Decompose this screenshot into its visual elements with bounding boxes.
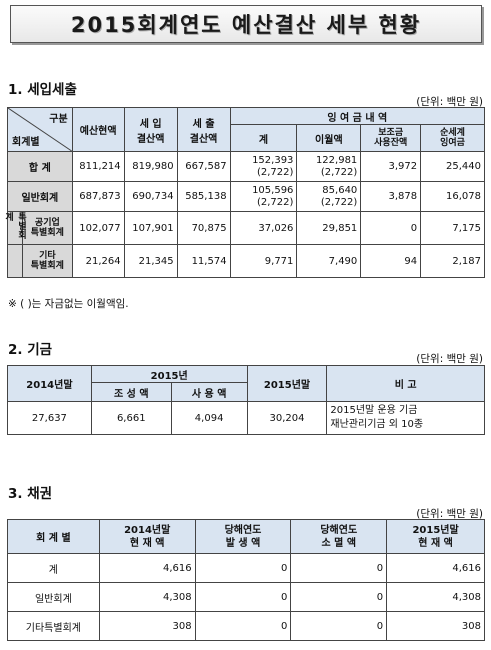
cell-carry: 29,851 (296, 211, 362, 245)
special-group-label: 특별회계 (3, 212, 26, 244)
bond-table: 회 계 별 2014년말 현 재 액 당해연도 발 생 액 당해연도 소 멸 액… (7, 519, 485, 641)
cell-revenue: 107,901 (123, 211, 178, 245)
cell-carry: 122,981 (2,722) (296, 151, 362, 182)
cell-carry: 7,490 (296, 244, 362, 278)
cell-occur: 0 (194, 553, 292, 583)
table-row: 일반회계 4,308 0 0 4,308 (7, 582, 485, 612)
header-account: 회계별 (12, 137, 40, 148)
cell-expense: 11,574 (176, 244, 231, 278)
header-occur: 당해연도 발 생 액 (194, 519, 292, 554)
table-row: 기타특별회계 308 0 0 308 (7, 611, 485, 641)
cell-budget: 21,264 (71, 244, 125, 278)
header-remark: 비 고 (326, 365, 485, 402)
cell-2015: 30,204 (246, 401, 328, 435)
cell-2014: 27,637 (7, 401, 92, 435)
header-2014: 2014년말 현 재 액 (98, 519, 196, 554)
header-revenue: 세 입 결산액 (123, 107, 178, 152)
section3-heading: 3. 채권 (8, 486, 53, 502)
cell-net: 2,187 (420, 244, 485, 278)
section2-heading: 2. 기금 (8, 342, 53, 358)
cell-extinct: 0 (290, 582, 388, 612)
cell-occur: 0 (194, 611, 292, 641)
fund-table: 2014년말 2015년 2015년말 비 고 조 성 액 사 용 액 27,6… (7, 365, 485, 435)
header-create: 조 성 액 (90, 382, 172, 402)
cell-revenue: 690,734 (123, 181, 178, 212)
section3-unit: (단위: 백만 원) (416, 508, 483, 520)
row-label: 기타특별회계 (7, 611, 100, 641)
cell-expense: 585,138 (176, 181, 231, 212)
cell-subsidy: 94 (360, 244, 422, 278)
header-use: 사 용 액 (170, 382, 248, 402)
table-row: 기타 특별회계 21,264 21,345 11,574 9,771 7,490… (7, 244, 485, 278)
header-diagonal-cell: 구분 회계별 (7, 107, 73, 152)
header-2015-end: 2015년말 (246, 365, 328, 402)
section1-note: ※ ( )는 자금없는 이월액임. (8, 298, 129, 310)
cell-subsidy: 3,972 (360, 151, 422, 182)
special-group-spacer (8, 245, 23, 277)
header-category: 구분 (49, 114, 68, 125)
cell-extinct: 0 (290, 553, 388, 583)
row-label: 일반회계 (7, 181, 73, 212)
table-row: 계 4,616 0 0 4,616 (7, 553, 485, 583)
table-row: 특별회계 공기업 특별회계 102,077 107,901 70,875 37,… (3, 211, 485, 245)
cell-create: 6,661 (90, 401, 172, 435)
header-2015: 2015년말 현 재 액 (386, 519, 485, 554)
row-label-special: 기타 특별회계 (7, 244, 73, 278)
cell-total: 152,393 (2,722) (229, 151, 298, 182)
header-expense: 세 출 결산액 (176, 107, 231, 152)
cell-subsidy: 0 (360, 211, 422, 245)
section1-unit: (단위: 백만 원) (416, 96, 483, 108)
header-account: 회 계 별 (7, 519, 100, 554)
table-row: 합 계 811,214 819,980 667,587 152,393 (2,72… (7, 151, 485, 182)
cell-2014: 4,308 (98, 582, 196, 612)
header-subsidy: 보조금 사용잔액 (360, 124, 422, 152)
header-budget: 예산현액 (71, 107, 125, 152)
row-label-special: 특별회계 공기업 특별회계 (3, 211, 73, 245)
title-box: 2015회계연도 예산결산 세부 현황 (10, 5, 482, 43)
header-carryover: 이월액 (296, 124, 362, 152)
cell-occur: 0 (194, 582, 292, 612)
table-row: 일반회계 687,873 690,734 585,138 105,596 (2,7… (7, 181, 485, 212)
cell-net: 7,175 (420, 211, 485, 245)
cell-net: 25,440 (420, 151, 485, 182)
cell-budget: 687,873 (71, 181, 125, 212)
row-label: 일반회계 (7, 582, 100, 612)
cell-2014: 308 (98, 611, 196, 641)
header-net-surplus: 순세계 잉여금 (420, 124, 485, 152)
table-row: 27,637 6,661 4,094 30,204 2015년말 운용 기금 재난… (7, 401, 485, 435)
cell-2015: 308 (386, 611, 485, 641)
cell-carry: 85,640 (2,722) (296, 181, 362, 212)
page-title: 2015회계연도 예산결산 세부 현황 (70, 13, 422, 37)
row-label: 계 (7, 553, 100, 583)
revenue-expense-table: 구분 회계별 예산현액 세 입 결산액 세 출 결산액 잉 여 금 내 역 계 … (3, 107, 486, 278)
cell-2015: 4,308 (386, 582, 485, 612)
cell-expense: 70,875 (176, 211, 231, 245)
row-label: 공기업 특별회계 (30, 218, 64, 238)
header-2014: 2014년말 (7, 365, 92, 402)
diagonal-line (8, 108, 72, 151)
cell-total: 105,596 (2,722) (229, 181, 298, 212)
cell-2014: 4,616 (98, 553, 196, 583)
cell-use: 4,094 (170, 401, 248, 435)
cell-net: 16,078 (420, 181, 485, 212)
cell-2015: 4,616 (386, 553, 485, 583)
cell-extinct: 0 (290, 611, 388, 641)
row-label: 합 계 (7, 151, 73, 182)
header-2015: 2015년 (90, 365, 248, 383)
cell-revenue: 819,980 (123, 151, 178, 182)
cell-remark: 2015년말 운용 기금 재난관리기금 외 10종 (326, 401, 485, 435)
row-label: 기타 특별회계 (30, 251, 64, 271)
header-extinct: 당해연도 소 멸 액 (290, 519, 388, 554)
section1-heading: 1. 세입세출 (8, 82, 77, 98)
header-total: 계 (229, 124, 298, 152)
section2-unit: (단위: 백만 원) (416, 353, 483, 365)
cell-total: 37,026 (229, 211, 298, 245)
cell-budget: 102,077 (71, 211, 125, 245)
cell-expense: 667,587 (176, 151, 231, 182)
header-surplus-group: 잉 여 금 내 역 (229, 107, 486, 125)
cell-subsidy: 3,878 (360, 181, 422, 212)
cell-budget: 811,214 (71, 151, 125, 182)
cell-revenue: 21,345 (123, 244, 178, 278)
cell-total: 9,771 (229, 244, 298, 278)
